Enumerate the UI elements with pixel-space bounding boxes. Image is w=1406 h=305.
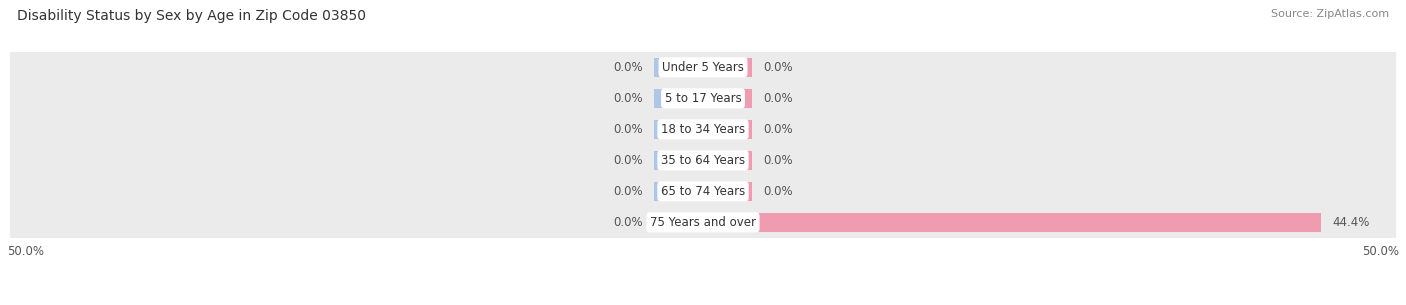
Bar [654, 89, 703, 108]
FancyBboxPatch shape [10, 75, 1396, 121]
FancyBboxPatch shape [10, 106, 1396, 152]
Text: 65 to 74 Years: 65 to 74 Years [661, 185, 745, 198]
Text: Source: ZipAtlas.com: Source: ZipAtlas.com [1271, 9, 1389, 19]
Bar [703, 89, 752, 108]
Text: 75 Years and over: 75 Years and over [650, 216, 756, 229]
Text: 35 to 64 Years: 35 to 64 Years [661, 154, 745, 167]
Bar [703, 58, 752, 77]
Text: 0.0%: 0.0% [613, 185, 643, 198]
Text: 0.0%: 0.0% [613, 61, 643, 74]
Text: 50.0%: 50.0% [1362, 245, 1399, 258]
Bar [703, 213, 1322, 232]
Text: 0.0%: 0.0% [613, 216, 643, 229]
Bar [654, 151, 703, 170]
Bar [654, 120, 703, 139]
Text: Disability Status by Sex by Age in Zip Code 03850: Disability Status by Sex by Age in Zip C… [17, 9, 366, 23]
Bar [654, 213, 703, 232]
Text: 50.0%: 50.0% [7, 245, 44, 258]
FancyBboxPatch shape [10, 138, 1396, 183]
FancyBboxPatch shape [10, 168, 1396, 214]
Bar [703, 151, 752, 170]
Text: 5 to 17 Years: 5 to 17 Years [665, 92, 741, 105]
FancyBboxPatch shape [10, 45, 1396, 90]
Text: 0.0%: 0.0% [763, 154, 793, 167]
Text: 0.0%: 0.0% [763, 61, 793, 74]
Text: 0.0%: 0.0% [763, 185, 793, 198]
Text: 0.0%: 0.0% [763, 123, 793, 136]
Text: 0.0%: 0.0% [763, 92, 793, 105]
Bar [654, 58, 703, 77]
Bar [654, 182, 703, 201]
Text: Under 5 Years: Under 5 Years [662, 61, 744, 74]
Text: 44.4%: 44.4% [1331, 216, 1369, 229]
Text: 0.0%: 0.0% [613, 92, 643, 105]
Text: 18 to 34 Years: 18 to 34 Years [661, 123, 745, 136]
FancyBboxPatch shape [10, 199, 1396, 245]
Bar [703, 182, 752, 201]
Text: 0.0%: 0.0% [613, 123, 643, 136]
Bar [703, 120, 752, 139]
Text: 0.0%: 0.0% [613, 154, 643, 167]
